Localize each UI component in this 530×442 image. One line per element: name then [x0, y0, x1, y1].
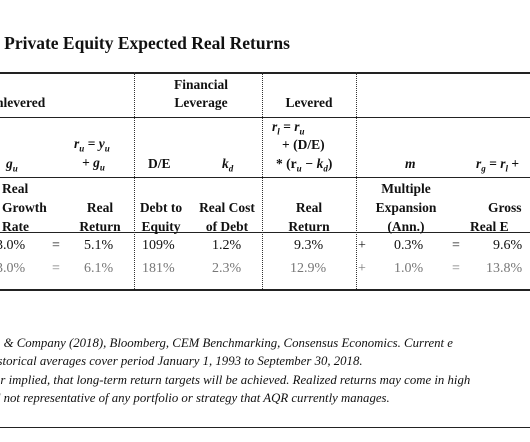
cell-de: 181% [142, 261, 175, 276]
col-unlevered-return: Real Return [79, 200, 121, 234]
group-financial-1: Financial [173, 77, 228, 92]
formula-rg: rg = rl + [476, 156, 520, 174]
divider-levered [356, 72, 357, 289]
formula-m: m [405, 156, 416, 171]
formula-g: gu [6, 156, 18, 174]
group-financial-2: Leverage [174, 95, 228, 110]
cell-rl: 9.3% [294, 238, 324, 253]
table-title: 3 Private Equity Expected Real Returns [0, 33, 290, 53]
footer-rule [0, 427, 530, 428]
col-multiple-expansion: Multiple Expansion (Ann.) [375, 181, 437, 234]
col-cost-of-debt: Real Cost of Debt [199, 200, 255, 234]
bottom-rule [0, 289, 530, 291]
cell-plus: + [358, 261, 366, 276]
footnote-representation: d not representative of any portfolio or… [0, 391, 390, 405]
divider-left [134, 72, 135, 289]
cell-ru: 6.1% [84, 261, 114, 276]
cell-growth: 3.0% [0, 238, 26, 253]
cell-eq2: = [452, 238, 460, 253]
cell-eq2: = [452, 261, 460, 276]
formula-ru: ru = yu [74, 136, 110, 154]
col-levered-return: Real Return [288, 200, 330, 234]
col-gross-real: Gross Real E [470, 200, 522, 234]
formula-kd: kd [222, 156, 234, 174]
cell-rl: 12.9% [290, 261, 327, 276]
cell-m: 0.3% [394, 238, 424, 253]
cell-ru: 5.1% [84, 238, 114, 253]
cell-rg: 9.6% [493, 238, 523, 253]
cell-growth: 3.0% [0, 261, 26, 276]
formula-rl-3: * (ru − kd) [276, 156, 333, 174]
cell-eq: = [52, 238, 60, 253]
footnote-period: istorical averages cover period January … [0, 354, 363, 368]
divider-right [262, 72, 263, 289]
header-rule [0, 117, 530, 118]
group-unlevered: nlevered [0, 95, 46, 110]
col-growth-rate: Real Growth Rate [2, 181, 47, 234]
cell-m: 1.0% [394, 261, 424, 276]
column-rule [0, 232, 530, 233]
cell-kd: 2.3% [212, 261, 242, 276]
cell-de: 109% [142, 238, 175, 253]
formula-rule [0, 177, 530, 178]
cell-eq: = [52, 261, 60, 276]
formula-ru-2: + gu [82, 155, 105, 173]
footnote-source: n & Company (2018), Bloomberg, CEM Bench… [0, 336, 453, 350]
top-rule [0, 72, 530, 74]
cell-rg: 13.8% [486, 261, 523, 276]
cell-kd: 1.2% [212, 238, 242, 253]
formula-de: D/E [148, 156, 171, 171]
group-levered: Levered [285, 95, 333, 110]
footnote-disclaimer: or implied, that long-term return target… [0, 373, 471, 387]
cell-plus: + [358, 238, 366, 253]
col-debt-to-equity: Debt to Equity [139, 200, 183, 234]
formula-rl-2: + (D/E) [282, 137, 325, 152]
formula-rl: rl = ru [272, 119, 305, 137]
